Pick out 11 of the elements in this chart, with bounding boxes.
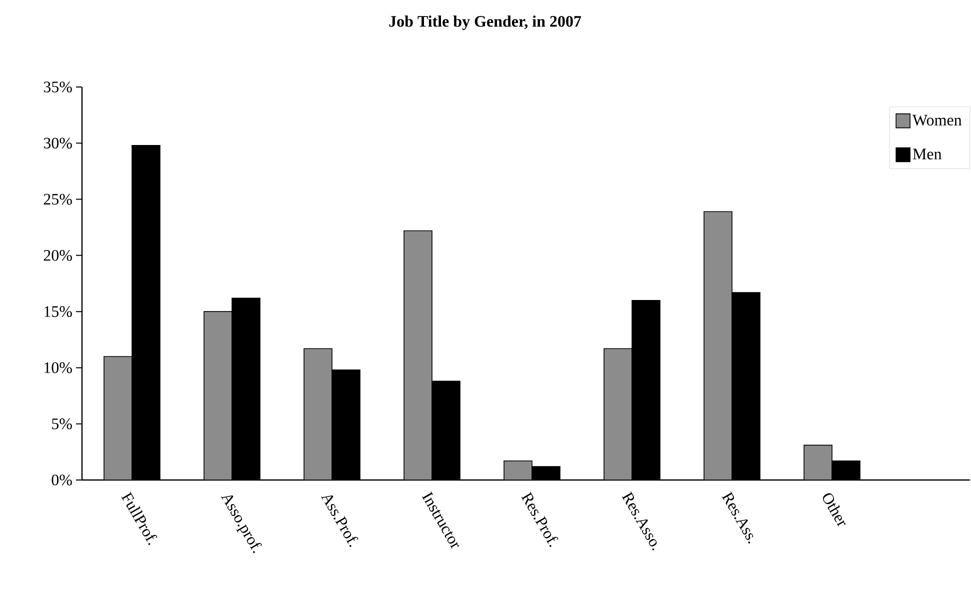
y-tick-label: 25% — [44, 194, 72, 205]
y-tick-label: 0% — [52, 474, 72, 486]
chart-title: Job Title by Gender, in 2007 — [389, 16, 582, 30]
y-tick-label: 35% — [44, 82, 72, 92]
y-tick-label: 15% — [44, 306, 72, 318]
legend-label: Men — [912, 148, 942, 160]
y-tick-label: 10% — [44, 362, 72, 374]
legend-label: Women — [912, 114, 962, 126]
y-tick-label: 5% — [52, 418, 72, 430]
y-tick-label: 30% — [44, 138, 72, 149]
y-tick-label: 20% — [44, 250, 72, 261]
